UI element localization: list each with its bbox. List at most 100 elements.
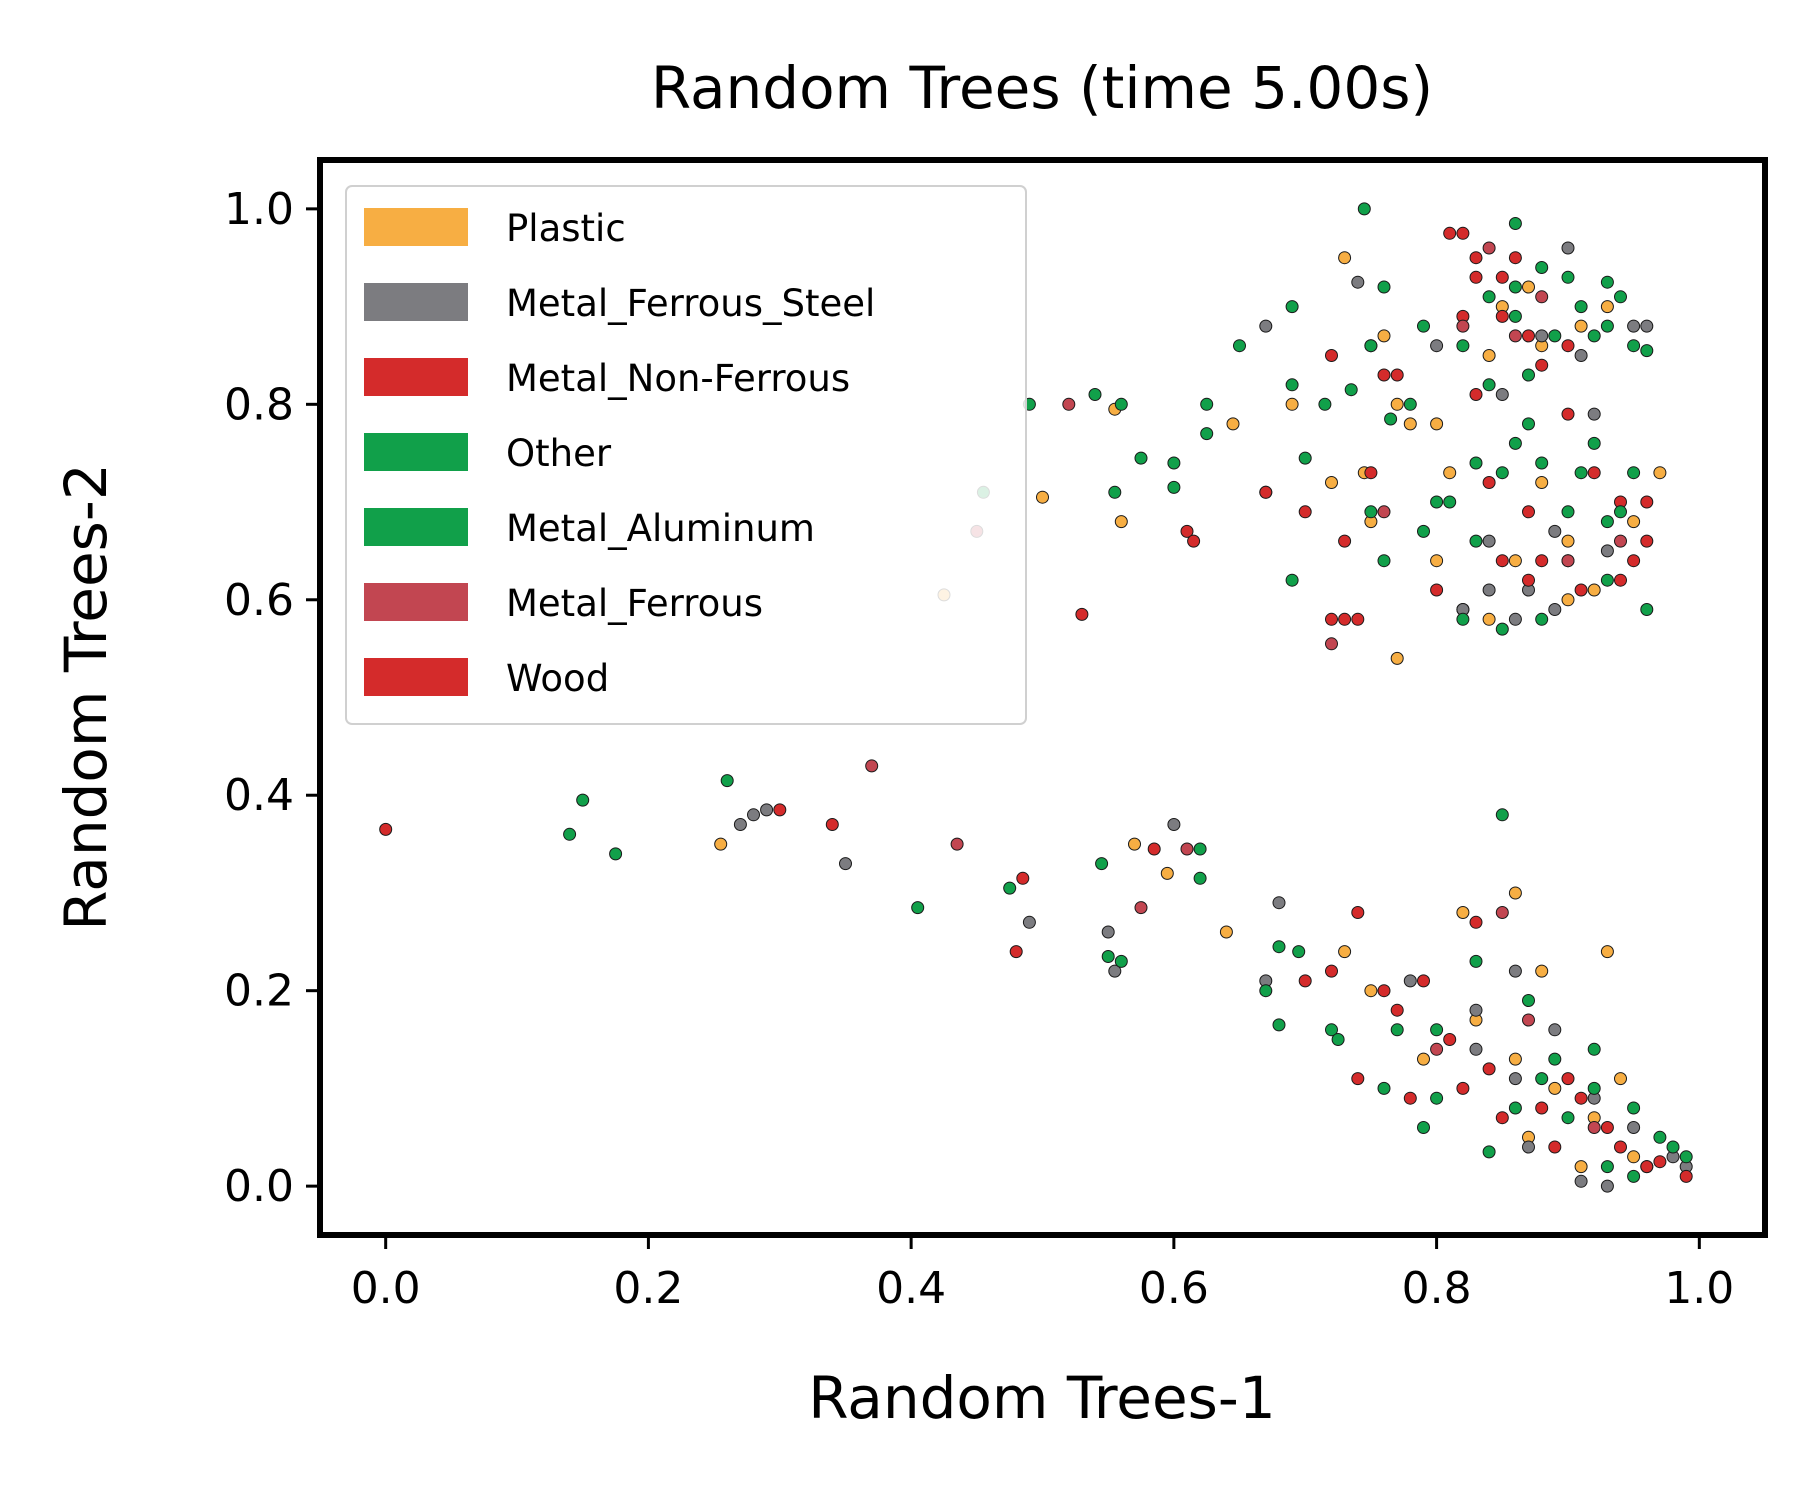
data-point-other: [1167, 480, 1181, 494]
data-point-other: [1134, 451, 1148, 465]
legend-label: Metal_Ferrous: [506, 582, 763, 625]
data-point-other: [1200, 397, 1214, 411]
legend-swatch: [364, 583, 468, 621]
data-point-other: [1600, 1160, 1614, 1174]
data-point-metal-non-ferrous: [1469, 270, 1483, 284]
data-point-metal-non-ferrous: [1147, 842, 1161, 856]
data-point-other: [1627, 1169, 1641, 1183]
data-point-other: [1167, 456, 1181, 470]
data-point-other: [1495, 622, 1509, 636]
data-point-other: [1298, 451, 1312, 465]
data-point-metal-ferrous-steel: [1508, 1072, 1522, 1086]
data-points: [379, 202, 1693, 1193]
data-point-metal-non-ferrous: [1679, 1169, 1693, 1183]
data-point-metal-ferrous: [1456, 319, 1470, 333]
data-point-metal-ferrous: [1377, 505, 1391, 519]
data-point-metal-non-ferrous: [1640, 1160, 1654, 1174]
data-point-other: [1430, 1023, 1444, 1037]
data-point-other: [1331, 1033, 1345, 1046]
data-point-plastic: [1535, 964, 1549, 978]
legend-label: Metal_Ferrous_Steel: [506, 282, 875, 325]
data-point-other: [576, 793, 590, 807]
legend-swatch: [364, 208, 468, 246]
data-point-other: [1088, 388, 1102, 401]
data-point-other: [1587, 1081, 1601, 1095]
data-point-other: [1456, 612, 1470, 626]
data-point-metal-ferrous-steel: [1522, 1140, 1535, 1154]
data-point-plastic: [1561, 534, 1575, 548]
data-point-metal-non-ferrous: [1535, 358, 1549, 372]
data-point-other: [1561, 1111, 1575, 1125]
data-point-plastic: [1508, 554, 1522, 568]
y-tick-label: 1.0: [224, 184, 294, 235]
data-point-other: [1101, 950, 1115, 963]
x-tick-label: 1.0: [1664, 1263, 1734, 1314]
data-point-metal-non-ferrous: [1535, 1101, 1549, 1115]
data-point-wood: [1390, 368, 1404, 382]
data-point-metal-non-ferrous: [1351, 906, 1365, 919]
data-point-metal-ferrous-steel: [733, 818, 747, 831]
data-point-metal-ferrous-steel: [1627, 319, 1641, 333]
data-point-metal-non-ferrous: [773, 803, 787, 817]
data-point-metal-non-ferrous: [1482, 1062, 1496, 1076]
data-point-plastic: [1508, 886, 1522, 900]
data-point-other: [1430, 1091, 1444, 1105]
data-point-metal-aluminum: [1522, 368, 1535, 382]
x-tick-label: 0.8: [1402, 1263, 1472, 1314]
data-point-other: [1357, 202, 1371, 216]
y-tick-label: 0.0: [224, 1161, 294, 1212]
data-point-wood: [1640, 495, 1654, 509]
data-point-metal-non-ferrous: [1075, 607, 1089, 621]
data-point-plastic: [1338, 945, 1352, 959]
x-tick-label: 0.6: [1139, 1263, 1209, 1314]
data-point-metal-non-ferrous: [1495, 1111, 1509, 1125]
data-point-metal-ferrous-steel: [1482, 534, 1496, 548]
data-point-other: [1456, 339, 1470, 353]
data-point-other: [1443, 495, 1457, 509]
data-point-metal-ferrous-steel: [1627, 1121, 1641, 1134]
data-point-metal-non-ferrous: [1351, 1072, 1365, 1086]
data-point-plastic: [1456, 906, 1470, 919]
data-point-metal-ferrous: [1508, 329, 1522, 343]
data-point-other: [1108, 485, 1122, 499]
data-point-plastic: [1548, 1081, 1562, 1095]
data-point-metal-ferrous: [1495, 906, 1509, 919]
data-point-other: [1430, 495, 1444, 509]
data-point-metal-non-ferrous: [1417, 974, 1430, 988]
data-point-metal-non-ferrous: [1325, 964, 1338, 978]
data-point-metal-ferrous-steel: [1469, 1042, 1483, 1056]
data-point-plastic: [1535, 476, 1549, 489]
data-point-plastic: [1325, 476, 1338, 489]
data-point-other: [1482, 1145, 1496, 1159]
data-point-metal-ferrous-steel: [1101, 925, 1115, 939]
data-point-metal-ferrous-steel: [1587, 407, 1601, 421]
data-point-other: [1285, 573, 1299, 587]
data-point-other: [1469, 456, 1483, 470]
data-point-metal-ferrous: [1325, 637, 1338, 651]
data-point-wood: [1338, 534, 1352, 548]
y-axis-ticks: 0.0 0.2 0.4 0.6 0.8 1.0: [224, 184, 320, 1212]
x-axis-ticks: 0.0 0.2 0.4 0.6 0.8 1.0: [351, 1235, 1734, 1314]
data-point-other: [1548, 329, 1562, 343]
data-point-metal-ferrous-steel: [1640, 319, 1654, 333]
data-point-other: [1417, 524, 1430, 538]
data-point-plastic: [1403, 417, 1417, 431]
data-point-other: [1292, 945, 1306, 959]
legend-label: Metal_Aluminum: [506, 507, 815, 550]
data-point-metal-non-ferrous: [1351, 612, 1365, 626]
data-point-wood: [1016, 871, 1030, 885]
data-point-metal-ferrous: [1062, 397, 1076, 411]
data-point-metal-ferrous-steel: [1495, 388, 1509, 401]
data-point-metal-non-ferrous: [1561, 1072, 1575, 1086]
data-point-other: [1561, 270, 1575, 284]
data-point-other: [1364, 505, 1378, 519]
data-point-other: [1653, 1130, 1667, 1144]
data-point-other: [1259, 984, 1273, 998]
data-point-plastic: [1482, 349, 1496, 362]
data-point-metal-ferrous: [1522, 1013, 1535, 1027]
data-point-plastic: [1561, 593, 1575, 607]
data-point-metal-non-ferrous: [1298, 974, 1312, 988]
data-point-wood: [1259, 485, 1273, 499]
data-point-wood: [1574, 1091, 1588, 1105]
data-point-metal-ferrous-steel: [1548, 524, 1562, 538]
